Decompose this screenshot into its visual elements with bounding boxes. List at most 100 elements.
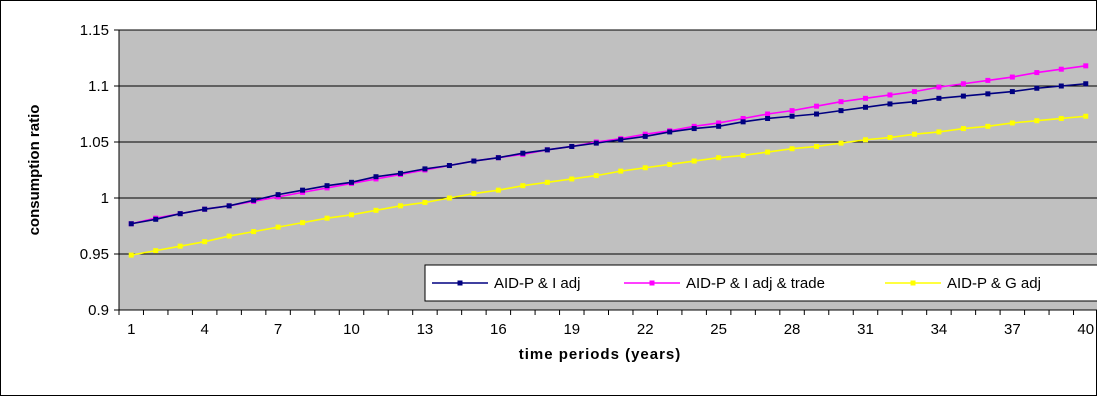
data-point — [300, 187, 306, 193]
axes — [114, 29, 1097, 315]
data-point — [716, 155, 722, 161]
series-line — [131, 115, 1086, 256]
data-point — [569, 143, 575, 149]
data-point — [936, 129, 942, 135]
data-point — [740, 119, 746, 125]
data-point — [544, 179, 550, 185]
legend: AID-P & I adj AID-P & I adj & trade AID-P … — [424, 264, 1097, 302]
data-point — [814, 143, 820, 149]
x-tick-label: 25 — [710, 321, 727, 338]
data-point — [300, 220, 306, 226]
data-point — [642, 133, 648, 139]
data-point — [349, 212, 355, 218]
x-tick-label: 31 — [857, 321, 874, 338]
data-point — [1009, 89, 1015, 95]
data-point — [667, 129, 673, 135]
data-point — [985, 77, 991, 83]
data-point — [520, 150, 526, 156]
data-point — [495, 187, 501, 193]
data-point — [373, 174, 379, 180]
data-point — [1009, 120, 1015, 126]
tick-labels: 0.9 0.95 1 1.05 1.1 1.15 1 4 7 10 13 16 19 22 25 28 31 34… — [80, 22, 1094, 338]
data-point — [911, 99, 917, 105]
data-point — [911, 89, 917, 95]
x-tick-label: 16 — [490, 321, 507, 338]
data-point — [397, 203, 403, 209]
legend-label: AID-P & G adj — [947, 275, 1041, 292]
legend-box — [424, 264, 1097, 302]
data-point — [569, 176, 575, 182]
x-tick-label: 4 — [200, 321, 208, 338]
data-point — [1083, 63, 1089, 69]
data-point — [789, 146, 795, 152]
data-point — [593, 173, 599, 179]
data-point — [251, 229, 257, 235]
data-point — [1058, 66, 1064, 72]
data-point — [520, 183, 526, 189]
legend-entry: AID-P & G adj — [885, 275, 1041, 292]
data-point — [1034, 85, 1040, 91]
y-axis-title: consumption ratio — [26, 105, 43, 236]
legend-entry: AID-P & I adj — [432, 275, 580, 292]
data-point — [226, 203, 232, 209]
data-point — [128, 252, 134, 258]
data-point — [446, 163, 452, 169]
data-point — [936, 95, 942, 101]
data-point — [471, 158, 477, 164]
data-point — [789, 108, 795, 114]
y-tick-label: 1.1 — [88, 78, 109, 95]
data-point — [177, 211, 183, 217]
data-point — [275, 224, 281, 230]
series-group — [128, 113, 1089, 258]
data-point — [716, 120, 722, 126]
x-tick-label: 40 — [1077, 321, 1094, 338]
data-point — [960, 93, 966, 99]
data-point — [691, 126, 697, 132]
data-point — [324, 183, 330, 189]
legend-swatch-marker — [649, 280, 655, 286]
data-point — [544, 147, 550, 153]
data-point — [862, 95, 868, 101]
data-point — [838, 108, 844, 114]
data-point — [422, 199, 428, 205]
data-point — [691, 158, 697, 164]
x-tick-label: 13 — [417, 321, 434, 338]
data-point — [667, 161, 673, 167]
data-point — [911, 131, 917, 137]
data-point — [446, 195, 452, 201]
x-axis-title: time periods (years) — [519, 346, 682, 363]
data-point — [202, 239, 208, 245]
data-point — [1058, 83, 1064, 89]
data-point — [887, 135, 893, 141]
data-point — [887, 101, 893, 107]
data-point — [153, 216, 159, 222]
data-point — [202, 206, 208, 212]
data-point — [1034, 118, 1040, 124]
data-point — [226, 233, 232, 239]
data-point — [618, 137, 624, 143]
data-point — [1083, 113, 1089, 119]
data-point — [251, 197, 257, 203]
legend-swatch-marker — [910, 280, 916, 286]
plot-area — [119, 30, 1097, 310]
data-point — [765, 111, 771, 117]
y-tick-label: 0.9 — [88, 302, 109, 319]
legend-label: AID-P & I adj — [494, 275, 580, 292]
data-point — [349, 179, 355, 185]
x-tick-label: 7 — [274, 321, 282, 338]
data-point — [740, 115, 746, 121]
x-tick-label: 34 — [931, 321, 948, 338]
series-group — [128, 81, 1089, 227]
y-tick-label: 0.95 — [80, 246, 109, 263]
data-point — [740, 152, 746, 158]
data-point — [960, 81, 966, 87]
x-tick-label: 37 — [1004, 321, 1021, 338]
data-point — [814, 111, 820, 117]
data-point — [642, 165, 648, 171]
data-point — [960, 126, 966, 132]
data-point — [593, 140, 599, 146]
data-point — [153, 248, 159, 254]
data-point — [495, 155, 501, 161]
data-point — [324, 215, 330, 221]
